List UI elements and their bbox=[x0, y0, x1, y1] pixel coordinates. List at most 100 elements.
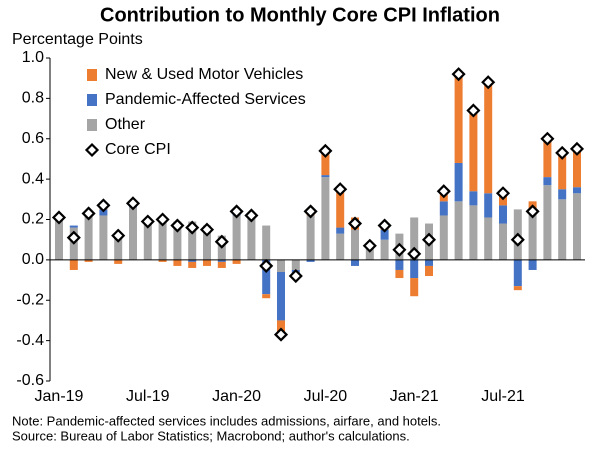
bar-segment bbox=[469, 205, 478, 260]
bar-segment bbox=[410, 217, 419, 260]
core-cpi-marker bbox=[540, 131, 555, 146]
bar-segment bbox=[425, 265, 433, 277]
bar-segment bbox=[203, 225, 211, 260]
bar-segment bbox=[395, 259, 404, 270]
bar-segment bbox=[84, 215, 93, 260]
core-cpi-marker bbox=[288, 268, 303, 284]
bar-segment bbox=[573, 148, 581, 188]
core-cpi-marker bbox=[199, 222, 215, 237]
bar-segment bbox=[484, 193, 493, 218]
bar-segment bbox=[84, 259, 93, 262]
core-cpi-marker bbox=[451, 67, 466, 82]
note: Note: Pandemic-affected services include… bbox=[12, 413, 441, 428]
bar-segment bbox=[528, 259, 537, 270]
x-tick-label: Jul-21 bbox=[481, 388, 525, 405]
bar-segment bbox=[69, 259, 78, 270]
core-cpi-marker bbox=[569, 141, 585, 156]
core-cpi-marker bbox=[495, 186, 511, 201]
core-cpi-marker bbox=[377, 218, 392, 233]
core-cpi-marker bbox=[259, 258, 274, 273]
bar-segment bbox=[321, 177, 330, 260]
core-cpi-marker bbox=[170, 218, 185, 233]
core-cpi-marker bbox=[421, 232, 437, 247]
bar-segment bbox=[188, 221, 197, 260]
y-axis-label: Percentage Points bbox=[12, 31, 143, 48]
core-cpi-marker bbox=[510, 232, 525, 247]
core-cpi-marker bbox=[318, 143, 333, 158]
bar-segment bbox=[513, 259, 522, 287]
bar-segment bbox=[247, 217, 256, 260]
core-cpi-marker bbox=[273, 327, 289, 342]
bar-segment bbox=[351, 259, 359, 266]
source: Source: Bureau of Labor Statistics; Macr… bbox=[12, 428, 410, 443]
legend-label: Other bbox=[105, 116, 146, 133]
y-tick-label: -0.4 bbox=[16, 332, 44, 349]
x-tick-label: Jan-19 bbox=[35, 388, 84, 405]
bar-segment bbox=[188, 259, 197, 262]
bar-segment bbox=[114, 235, 123, 260]
core-cpi-marker bbox=[125, 196, 141, 211]
bar-segment bbox=[262, 225, 271, 260]
bar-segment bbox=[543, 177, 552, 186]
core-cpi-marker bbox=[66, 230, 81, 245]
bar-segment bbox=[484, 82, 493, 194]
core-cpi-marker bbox=[81, 206, 96, 221]
bar-segment bbox=[277, 320, 285, 335]
bar-segment bbox=[262, 294, 271, 299]
core-cpi-marker bbox=[481, 75, 496, 90]
bar-segment bbox=[69, 225, 78, 228]
chart-title: Contribution to Monthly Core CPI Inflati… bbox=[100, 4, 500, 26]
bar-segment bbox=[321, 175, 330, 178]
core-cpi-marker bbox=[362, 238, 377, 253]
core-cpi-marker bbox=[303, 204, 318, 219]
bar-segment bbox=[380, 229, 389, 240]
core-cpi-marker bbox=[436, 184, 451, 199]
bar-segment bbox=[277, 271, 285, 321]
bar-segment bbox=[410, 278, 419, 297]
bar-segment bbox=[291, 259, 300, 270]
bar-segment bbox=[454, 74, 463, 163]
core-cpi-marker bbox=[185, 220, 200, 235]
bar-segment bbox=[439, 215, 448, 260]
bar-segment bbox=[543, 138, 552, 178]
bar-segment bbox=[469, 110, 478, 192]
bar-segment bbox=[306, 259, 315, 262]
bar-segment bbox=[558, 152, 567, 190]
core-cpi-marker bbox=[229, 204, 244, 219]
core-cpi-marker bbox=[140, 214, 155, 229]
bar-segment bbox=[158, 259, 167, 262]
core-cpi-marker bbox=[96, 198, 111, 213]
y-tick-label: 0.4 bbox=[22, 170, 44, 187]
bar-segment bbox=[232, 215, 241, 260]
bar-segment bbox=[454, 162, 463, 202]
bar-segment bbox=[188, 261, 197, 268]
bar-segment bbox=[513, 286, 522, 291]
bar-segment bbox=[439, 201, 448, 216]
bar-segment bbox=[173, 259, 182, 266]
core-cpi-marker bbox=[333, 182, 348, 197]
legend-swatch bbox=[87, 69, 97, 81]
bar-segment bbox=[99, 215, 108, 260]
y-tick-label: 0.6 bbox=[22, 130, 44, 147]
y-tick-label: 0.8 bbox=[22, 90, 44, 107]
core-cpi-marker bbox=[244, 208, 259, 223]
bar-segment bbox=[573, 193, 581, 260]
bar-segment bbox=[143, 221, 152, 260]
bar-segment bbox=[380, 239, 389, 260]
bar-segment bbox=[454, 201, 463, 260]
bar-segment bbox=[351, 229, 359, 260]
bar-segment bbox=[558, 189, 567, 200]
legend-swatch bbox=[87, 94, 97, 106]
bar-segment bbox=[173, 221, 182, 260]
x-tick-label: Jan-21 bbox=[390, 388, 439, 405]
legend-marker bbox=[84, 142, 100, 158]
y-tick-label: 0.0 bbox=[22, 251, 44, 268]
x-tick-label: Jul-20 bbox=[304, 388, 348, 405]
core-cpi-marker bbox=[466, 103, 481, 118]
y-tick-label: 1.0 bbox=[22, 49, 44, 66]
core-cpi-marker bbox=[347, 216, 363, 231]
bar-segment bbox=[365, 247, 374, 260]
bar-segment bbox=[558, 199, 567, 260]
bar-segment bbox=[203, 259, 211, 266]
x-tick-label: Jul-19 bbox=[126, 388, 170, 405]
